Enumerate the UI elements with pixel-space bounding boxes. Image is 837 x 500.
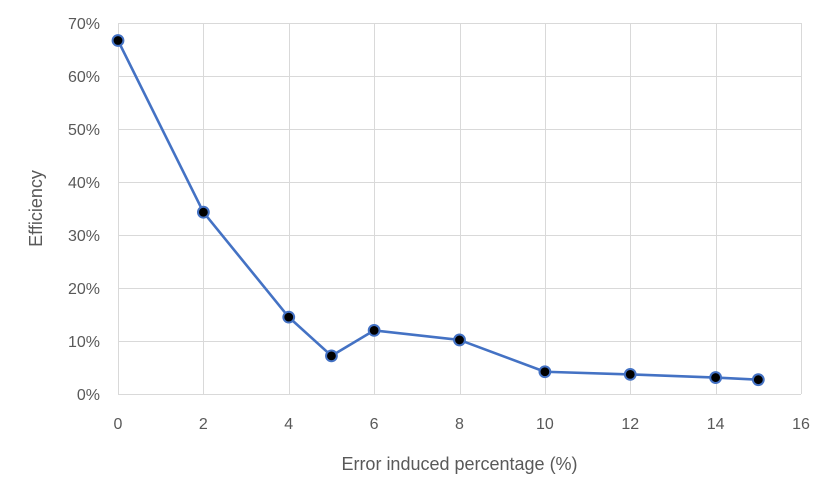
y-tick-label: 70% [68,16,100,33]
y-tick-label: 10% [68,334,100,351]
y-tick-label: 40% [68,175,100,192]
series-layer [111,34,765,387]
x-tick-label: 12 [621,416,639,433]
y-axis-title: Efficiency [26,170,46,247]
x-tick-label: 2 [199,416,208,433]
y-tick-label: 20% [68,281,100,298]
tick-labels: 0% 10% 20% 30% 40% 50% 60% 70% 0 2 4 6 8 10 12 14 16 [68,16,810,433]
data-point [282,310,296,324]
x-tick-label: 6 [370,416,379,433]
data-point [453,333,466,347]
y-tick-label: 0% [77,387,100,404]
x-tick-label: 4 [284,416,293,433]
y-tick-label: 50% [68,122,100,139]
data-point [751,373,765,387]
x-axis-title: Error induced percentage (%) [341,454,577,474]
data-point [709,371,723,384]
data-point [367,324,381,337]
data-point [111,34,125,47]
x-tick-label: 14 [707,416,725,433]
x-tick-label: 10 [536,416,554,433]
data-point [196,205,210,219]
gridlines [118,23,802,395]
data-point [623,367,637,381]
x-tick-label: 0 [114,416,123,433]
y-tick-label: 60% [68,69,100,86]
data-point [325,349,338,363]
y-tick-label: 30% [68,228,100,245]
x-tick-label: 16 [792,416,810,433]
data-point [538,365,552,379]
x-tick-label: 8 [455,416,464,433]
series-line [116,39,760,381]
